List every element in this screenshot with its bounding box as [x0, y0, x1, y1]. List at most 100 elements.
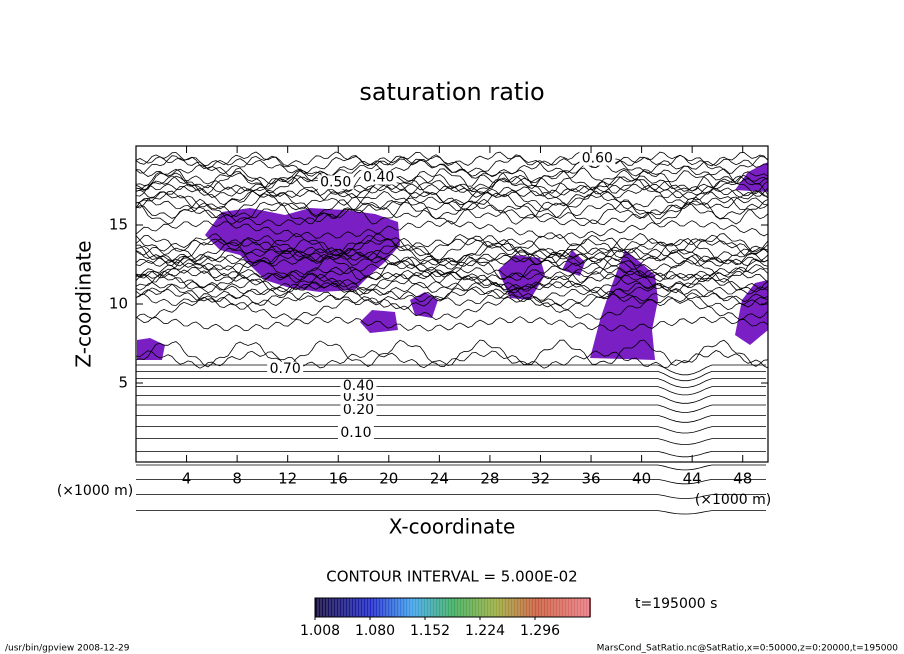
colorbar-cell	[525, 598, 528, 617]
colorbar-cell	[537, 598, 540, 617]
colorbar-cell	[519, 598, 522, 617]
contour-line	[135, 237, 769, 267]
colorbar-cell	[351, 598, 354, 617]
contour-line	[135, 248, 769, 271]
region	[410, 292, 438, 318]
contour-line	[135, 232, 769, 256]
contour-label-bg	[340, 379, 377, 394]
colorbar-cell	[438, 598, 441, 617]
contour-label: 0.60	[582, 151, 613, 167]
colorbar-cell	[345, 598, 348, 617]
x-unit-label: (×1000 m)	[695, 492, 771, 508]
colorbar-cell	[387, 598, 390, 617]
colorbar-cell	[405, 598, 408, 617]
colorbar-cell	[396, 598, 399, 617]
contour-line	[136, 371, 766, 382]
contour-label-bg	[360, 170, 397, 185]
x-tick-label: 48	[733, 470, 752, 488]
contour-line	[136, 510, 766, 515]
colorbar-cell	[552, 598, 555, 617]
contour-line	[135, 183, 768, 197]
colorbar-cell	[489, 598, 492, 617]
time-label: t=195000 s	[635, 596, 717, 612]
contour-line	[135, 269, 769, 291]
y-tick-label: 15	[109, 216, 128, 234]
contour-line	[135, 220, 769, 240]
contour-line	[135, 190, 769, 211]
colorbar-frame	[314, 597, 591, 618]
x-tick-label: 32	[531, 470, 550, 488]
colorbar-cell	[579, 598, 582, 617]
colorbar-tick-label: 1.224	[465, 623, 505, 639]
x-tick-label: 44	[683, 470, 702, 488]
colorbar-cell	[483, 598, 486, 617]
contour-label: 0.50	[320, 174, 351, 190]
contour-label: 0.70	[270, 361, 301, 377]
x-axis-label: X-coordinate	[389, 515, 516, 539]
colorbar-cell	[393, 598, 396, 617]
colorbar-cell	[474, 598, 477, 617]
contour-line	[135, 246, 769, 267]
colorbar-cell	[498, 598, 501, 617]
colorbar-cell	[336, 598, 339, 617]
colorbar-cell	[399, 598, 402, 617]
chart-title: saturation ratio	[359, 78, 544, 106]
colorbar-cell	[561, 598, 564, 617]
contour-label-bg	[340, 402, 377, 417]
colorbar-cell	[321, 598, 324, 617]
contour-line	[136, 364, 766, 376]
colorbar-cell	[360, 598, 363, 617]
contour-label: 0.10	[340, 425, 371, 441]
colorbar-cell	[423, 598, 426, 617]
colorbar-cell	[459, 598, 462, 617]
contour-label: 0.20	[343, 402, 374, 418]
colorbar-cell	[585, 598, 588, 617]
contour-line	[135, 266, 769, 280]
colorbar-cell	[339, 598, 342, 617]
contour-line	[136, 479, 766, 485]
contour-line	[135, 270, 769, 291]
contour-line	[135, 167, 769, 195]
contour-line	[135, 255, 769, 284]
colorbar-cell	[333, 598, 336, 617]
axes: 0.100.200.300.400.700.50 0.400.604 8 12 16 20…	[109, 145, 769, 639]
colorbar-cell	[564, 598, 567, 617]
colorbar-cell	[354, 598, 357, 617]
colorbar-cell	[558, 598, 561, 617]
contour-interval: CONTOUR INTERVAL = 5.000E-02	[326, 568, 577, 586]
contour-line	[136, 438, 766, 445]
colorbar-cell	[366, 598, 369, 617]
colorbar-cell	[384, 598, 387, 617]
colorbar-cell	[327, 598, 330, 617]
colorbar-cell	[426, 598, 429, 617]
y-axis-label: Z-coordinate	[72, 240, 96, 367]
colorbar-cell	[357, 598, 360, 617]
contour-line	[135, 290, 769, 307]
colorbar-cell	[528, 598, 531, 617]
contour-label: 0.40	[363, 170, 394, 186]
colorbar-cell	[381, 598, 384, 617]
colorbar-tick-label: 1.296	[520, 623, 560, 639]
colorbar-tick-label: 1.008	[300, 623, 340, 639]
contour-line	[135, 253, 769, 267]
colorbar-cell	[555, 598, 558, 617]
x-tick-label: 24	[430, 470, 449, 488]
x-tick-label: 4	[182, 470, 192, 488]
colorbar-cell	[447, 598, 450, 617]
colorbar-cell	[402, 598, 405, 617]
colorbar-cell	[363, 598, 366, 617]
contour-label-bg	[340, 390, 377, 405]
colorbar-cell	[543, 598, 546, 617]
colorbar-cell	[495, 598, 498, 617]
colorbar-tick-label: 1.152	[410, 623, 450, 639]
colorbar-cell	[456, 598, 459, 617]
contour-label-bg	[337, 425, 374, 440]
colorbar-cell	[420, 598, 423, 617]
y-tick-label: 10	[109, 295, 128, 313]
colorbar-cell	[369, 598, 372, 617]
colorbar-cell	[582, 598, 585, 617]
colorbar-cell	[546, 598, 549, 617]
contour-line	[135, 281, 769, 311]
colorbar-cell	[408, 598, 411, 617]
